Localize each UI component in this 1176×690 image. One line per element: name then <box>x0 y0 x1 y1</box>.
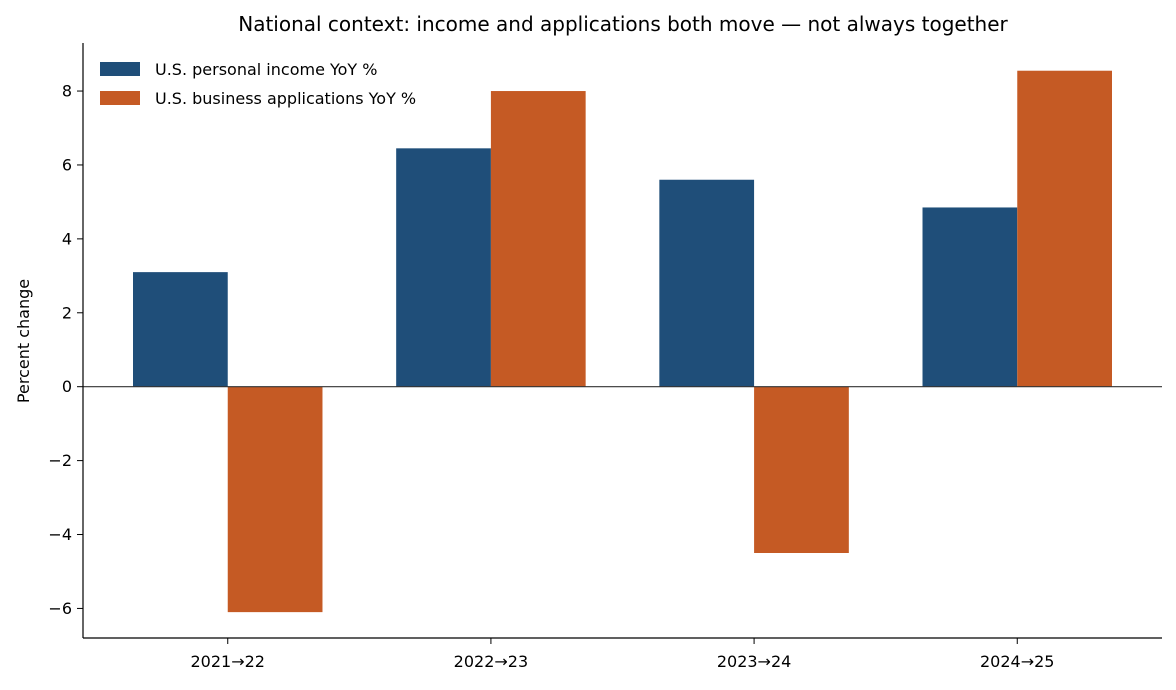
bar-1-1 <box>490 91 586 387</box>
bar-1-0 <box>227 386 323 613</box>
legend-swatch-0 <box>100 62 140 76</box>
y-tick-label: 8 <box>62 82 72 101</box>
bar-1-2 <box>754 386 849 553</box>
x-tick-label: 2021→22 <box>191 652 265 671</box>
legend: U.S. personal income YoY % U.S. business … <box>100 60 416 108</box>
bar-1-3 <box>1017 70 1112 387</box>
y-tick-label: −6 <box>48 599 72 618</box>
chart-title: National context: income and application… <box>238 12 1008 36</box>
x-tick-label: 2022→23 <box>454 652 528 671</box>
legend-label-1: U.S. business applications YoY % <box>155 89 416 108</box>
y-tick-label: 2 <box>62 303 72 322</box>
bar-0-0 <box>133 272 228 387</box>
bar-0-2 <box>659 179 755 387</box>
x-tick-label: 2024→25 <box>980 652 1054 671</box>
y-axis-label: Percent change <box>14 279 33 403</box>
bar-0-1 <box>396 148 491 387</box>
x-tick-label: 2023→24 <box>717 652 791 671</box>
y-tick-label: 4 <box>62 229 72 248</box>
y-tick-label: −2 <box>48 451 72 470</box>
y-tick-label: −4 <box>48 525 72 544</box>
legend-label-0: U.S. personal income YoY % <box>155 60 378 79</box>
bar-0-3 <box>922 207 1018 387</box>
plot-area: −6 −4 −2 0 2 4 6 8 2021→22 2022→23 2023→24 2024→25 <box>48 43 1162 671</box>
legend-swatch-1 <box>100 91 140 105</box>
y-tick-label: 0 <box>62 377 72 396</box>
y-tick-label: 6 <box>62 155 72 174</box>
